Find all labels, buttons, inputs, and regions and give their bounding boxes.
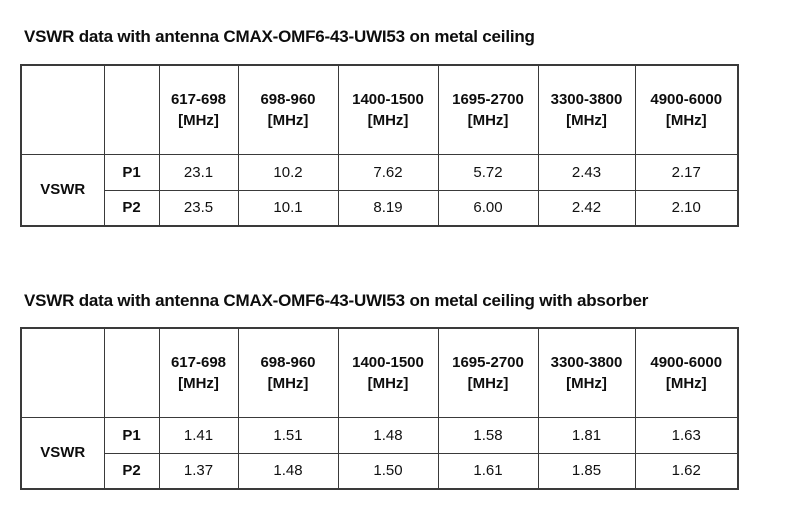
corner-blank-cell <box>20 327 105 418</box>
table2-header-row: 617-698 [MHz] 698-960 [MHz] 1400-1500 [M… <box>20 327 739 418</box>
col-header-4900-6000: 4900-6000 [MHz] <box>634 327 739 418</box>
value-cell: 1.58 <box>437 416 539 454</box>
col-header-698-960: 698-960 [MHz] <box>237 64 339 155</box>
col-header-3300-3800: 3300-3800 [MHz] <box>537 327 636 418</box>
col-header-1400-1500: 1400-1500 [MHz] <box>337 327 439 418</box>
value-cell: 6.00 <box>437 189 539 227</box>
table1-row-p2: P2 23.5 10.1 8.19 6.00 2.42 2.10 <box>21 189 739 227</box>
value-cell: 1.51 <box>237 416 339 454</box>
value-cell: 1.41 <box>158 416 239 454</box>
col-header-617-698: 617-698 [MHz] <box>158 327 239 418</box>
value-cell: 23.1 <box>158 153 239 191</box>
col-header-617-698: 617-698 [MHz] <box>158 64 239 155</box>
value-cell: 1.37 <box>158 452 239 490</box>
document-page: VSWR data with antenna CMAX-OMF6-43-UWI5… <box>20 27 739 490</box>
value-cell: 1.63 <box>634 416 739 454</box>
value-cell: 23.5 <box>158 189 239 227</box>
row-label-p1: P1 <box>103 153 160 191</box>
value-cell: 1.61 <box>437 452 539 490</box>
value-cell: 8.19 <box>337 189 439 227</box>
value-cell: 5.72 <box>437 153 539 191</box>
value-cell: 2.42 <box>537 189 636 227</box>
value-cell: 7.62 <box>337 153 439 191</box>
value-cell: 10.1 <box>237 189 339 227</box>
value-cell: 1.48 <box>337 416 439 454</box>
row-label-p1: P1 <box>103 416 160 454</box>
table1-title: VSWR data with antenna CMAX-OMF6-43-UWI5… <box>24 27 535 46</box>
value-cell: 1.50 <box>337 452 439 490</box>
table1-header-row: 617-698 [MHz] 698-960 [MHz] 1400-1500 [M… <box>20 64 739 155</box>
corner-blank-cell <box>103 327 160 418</box>
table1-row-p1: VSWR P1 23.1 10.2 7.62 5.72 2.43 2.17 <box>20 153 739 227</box>
row-label-p2: P2 <box>103 189 160 227</box>
value-cell: 10.2 <box>237 153 339 191</box>
col-header-1695-2700: 1695-2700 [MHz] <box>437 64 539 155</box>
row-group-label-vswr: VSWR <box>20 416 105 490</box>
table2-title: VSWR data with antenna CMAX-OMF6-43-UWI5… <box>24 291 649 310</box>
table2-row-p1: VSWR P1 1.41 1.51 1.48 1.58 1.81 1.63 <box>20 416 739 490</box>
corner-blank-cell <box>20 64 105 155</box>
corner-blank-cell <box>103 64 160 155</box>
col-header-1400-1500: 1400-1500 [MHz] <box>337 64 439 155</box>
value-cell: 2.17 <box>634 153 739 191</box>
value-cell: 1.81 <box>537 416 636 454</box>
col-header-698-960: 698-960 [MHz] <box>237 327 339 418</box>
value-cell: 1.48 <box>237 452 339 490</box>
table2-row-p2: P2 1.37 1.48 1.50 1.61 1.85 1.62 <box>21 452 739 490</box>
value-cell: 1.85 <box>537 452 636 490</box>
row-group-label-vswr: VSWR <box>20 153 105 227</box>
vswr-table-metal-ceiling-absorber: 617-698 [MHz] 698-960 [MHz] 1400-1500 [M… <box>20 327 739 490</box>
col-header-4900-6000: 4900-6000 [MHz] <box>634 64 739 155</box>
value-cell: 2.43 <box>537 153 636 191</box>
vswr-table-metal-ceiling: 617-698 [MHz] 698-960 [MHz] 1400-1500 [M… <box>20 64 739 227</box>
row-label-p2: P2 <box>103 452 160 490</box>
value-cell: 1.62 <box>634 452 739 490</box>
col-header-1695-2700: 1695-2700 [MHz] <box>437 327 539 418</box>
value-cell: 2.10 <box>634 189 739 227</box>
col-header-3300-3800: 3300-3800 [MHz] <box>537 64 636 155</box>
